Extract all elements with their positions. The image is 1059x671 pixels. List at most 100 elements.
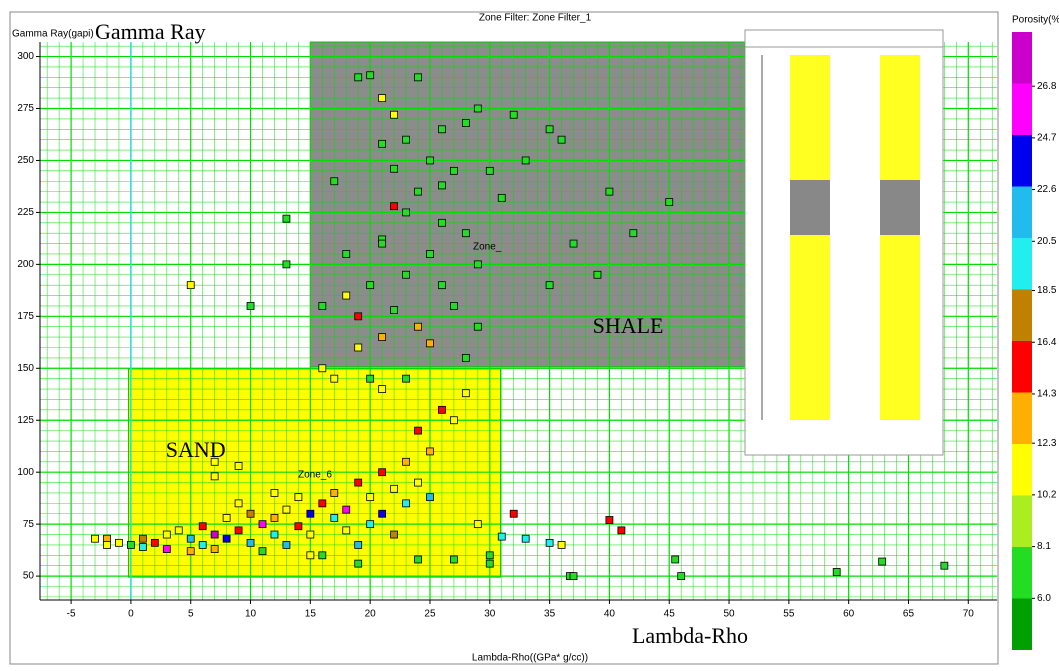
point: [246, 302, 255, 310]
point: [414, 73, 422, 82]
colorbar-band: [1012, 495, 1032, 547]
colorbar-tick-label: 16.4: [1037, 337, 1057, 348]
point: [222, 514, 231, 522]
point: [450, 555, 458, 564]
point: [461, 389, 470, 398]
colorbar-band: [1012, 341, 1032, 393]
point: [378, 385, 387, 393]
point: [354, 312, 363, 321]
point: [402, 270, 410, 279]
point: [378, 239, 387, 248]
colorbar-tick-label: 6.0: [1037, 593, 1051, 604]
zone-label: SHALE: [593, 313, 664, 338]
point: [318, 499, 327, 508]
point: [354, 541, 363, 549]
point: [402, 208, 410, 217]
point: [318, 364, 327, 373]
point: [593, 270, 602, 279]
point: [414, 426, 422, 435]
point: [629, 229, 638, 238]
point: [91, 534, 99, 543]
point: [294, 493, 303, 502]
colorbar-band: [1012, 444, 1032, 496]
point: [186, 534, 195, 543]
point: [569, 572, 578, 581]
point: [521, 156, 530, 165]
point: [414, 478, 422, 487]
point: [378, 139, 387, 148]
colorbar-band: [1012, 32, 1032, 84]
y-axis-label: Gamma Ray(gapi): [12, 29, 94, 40]
point: [426, 493, 434, 502]
point: [450, 166, 458, 175]
frame: [9, 11, 999, 665]
point: [330, 489, 339, 497]
colorbar-band: [1012, 392, 1032, 444]
point: [246, 509, 255, 518]
point: [402, 499, 410, 508]
point: [545, 125, 554, 134]
point: [318, 551, 327, 560]
point: [557, 135, 566, 144]
point: [366, 71, 375, 80]
colorbar-tick-label: 20.5: [1037, 236, 1057, 247]
point: [198, 541, 207, 549]
point: [569, 239, 578, 248]
point: [438, 125, 446, 134]
point: [198, 522, 207, 531]
point: [174, 526, 183, 535]
point: [402, 374, 410, 383]
colorbar-band: [1012, 238, 1032, 290]
point: [354, 343, 363, 352]
point: [210, 545, 219, 553]
point: [270, 530, 279, 539]
point: [210, 472, 219, 481]
point: [342, 291, 351, 300]
point: [354, 478, 363, 487]
point: [677, 572, 686, 581]
point: [414, 555, 422, 564]
y-tick-label: 275: [17, 103, 34, 114]
x-axis-label: Lambda-Rho((GPa* g/cc)): [472, 653, 588, 664]
point: [342, 526, 351, 535]
point: [390, 484, 398, 493]
point: [390, 110, 398, 119]
x-tick-label: 50: [723, 609, 735, 620]
point: [306, 551, 315, 560]
point: [461, 353, 470, 362]
point: [342, 505, 351, 514]
point: [138, 543, 147, 551]
point: [473, 260, 482, 269]
point: [402, 457, 410, 466]
point: [426, 250, 434, 258]
y-tick-label: 175: [17, 311, 34, 322]
point: [138, 534, 147, 543]
point: [162, 545, 171, 553]
point: [605, 516, 614, 524]
point: [509, 110, 518, 119]
x-tick-label: 15: [305, 609, 317, 620]
point: [366, 493, 375, 502]
point: [940, 561, 949, 570]
point: [366, 520, 375, 529]
point: [115, 538, 123, 547]
point: [450, 416, 458, 425]
point: [378, 509, 387, 518]
point: [878, 557, 887, 566]
colorbar-tick-label: 8.1: [1037, 541, 1051, 552]
colorbar-tick-label: 18.5: [1037, 285, 1057, 296]
point: [234, 526, 243, 535]
point: [354, 559, 363, 568]
x-tick-label: 55: [783, 609, 795, 620]
point: [509, 509, 518, 518]
point: [485, 166, 494, 175]
point: [186, 547, 195, 556]
colorbar-tick-label: 12.3: [1037, 438, 1057, 449]
point: [485, 559, 494, 568]
y-axis-big-label: Gamma Ray: [95, 19, 206, 44]
x-tick-label: 20: [365, 609, 377, 620]
point: [426, 447, 434, 456]
chart-title: Zone Filter: Zone Filter_1: [479, 13, 592, 24]
x-tick-label: 70: [963, 609, 975, 620]
